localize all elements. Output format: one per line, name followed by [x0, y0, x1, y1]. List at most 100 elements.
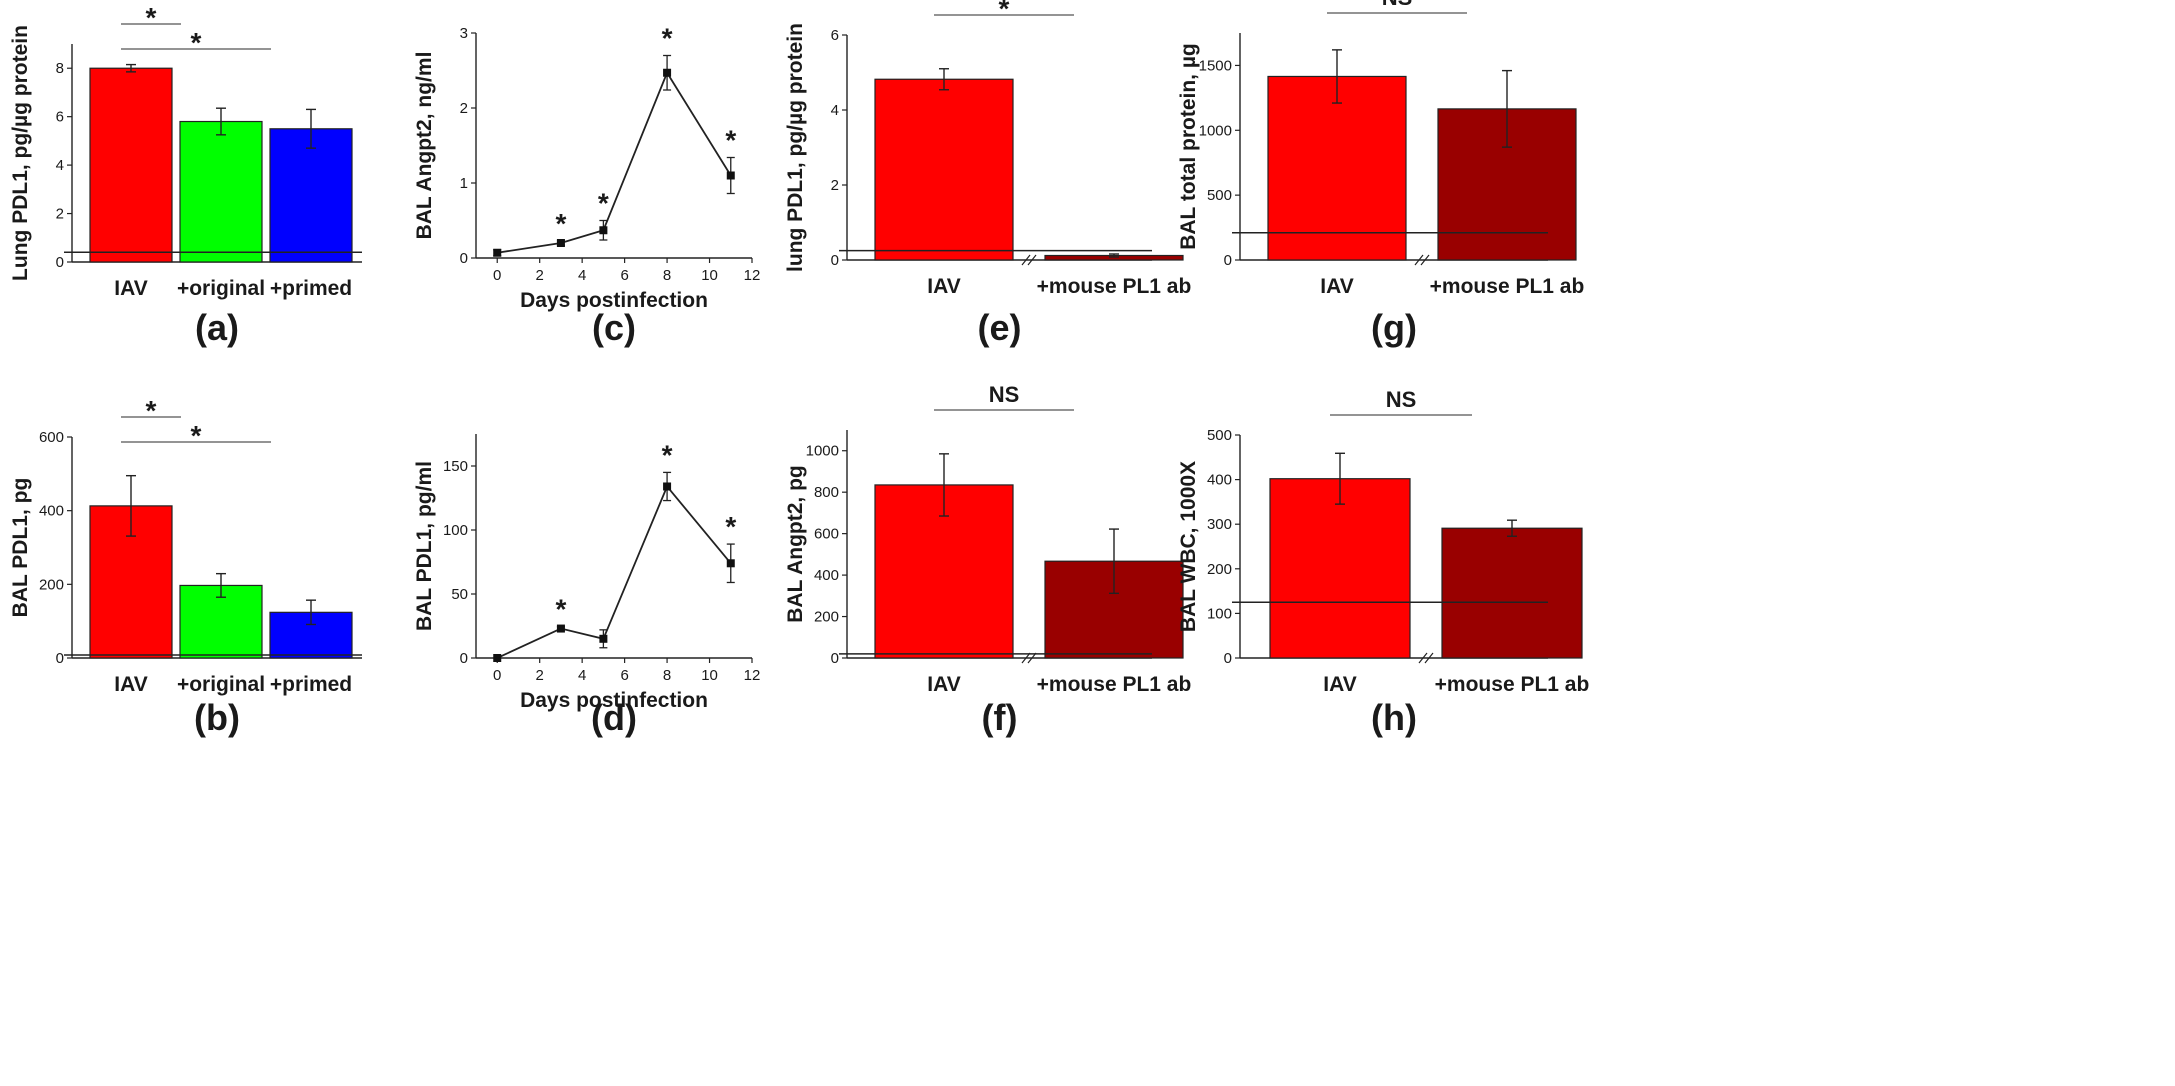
x-tick-label: 12	[744, 667, 761, 684]
category-label: IAV	[927, 673, 960, 696]
y-axis-label: BAL PDL1, pg	[9, 478, 32, 618]
panel-label: (c)	[592, 307, 636, 348]
significance-star: *	[662, 23, 673, 54]
y-tick-label: 200	[1207, 561, 1232, 578]
y-tick-label: 800	[814, 484, 839, 501]
bar-1	[1441, 527, 1583, 659]
x-tick-label: 0	[493, 267, 501, 284]
y-tick-label: 100	[443, 522, 468, 539]
axis-break-mark	[1424, 652, 1434, 664]
x-axis-label: Days postinfection	[520, 289, 708, 312]
significance-star: *	[662, 439, 673, 470]
panel-label: (a)	[195, 307, 239, 348]
panel-label: (h)	[1371, 697, 1417, 738]
panel-label: (e)	[978, 307, 1022, 348]
y-tick-label: 500	[1207, 187, 1232, 204]
y-tick-label: 300	[1207, 516, 1232, 533]
panel-e: 0 2 4 6 lung PDL1, pg/µg protein IAV +mouse PL…	[784, 0, 1191, 348]
data-point	[599, 634, 608, 643]
x-tick-label: 4	[578, 667, 586, 684]
y-tick-label: 1000	[806, 443, 839, 460]
x-tick-label: 10	[701, 667, 718, 684]
data-point	[493, 248, 502, 257]
category-label: IAV	[114, 277, 147, 300]
data-point	[493, 654, 502, 662]
axis-break-mark	[1420, 254, 1430, 266]
y-tick-label: 400	[814, 567, 839, 584]
x-tick-label: 10	[701, 267, 718, 284]
y-tick-label: 0	[56, 254, 64, 271]
y-tick-label: 100	[1207, 605, 1232, 622]
category-label: IAV	[1323, 673, 1356, 696]
category-label: IAV	[114, 673, 147, 696]
x-tick-label: 8	[663, 667, 671, 684]
data-point	[726, 171, 735, 180]
significance-label: NS	[1382, 0, 1413, 10]
category-label: +mouse PL1 ab	[1037, 673, 1192, 696]
data-point	[663, 482, 672, 491]
data-point	[556, 624, 565, 633]
y-tick-label: 0	[1224, 252, 1232, 269]
y-tick-label: 600	[814, 526, 839, 543]
category-label: +original	[177, 673, 265, 696]
y-tick-label: 2	[831, 177, 839, 194]
y-tick-label: 4	[56, 157, 64, 174]
significance-star: *	[725, 125, 736, 156]
y-tick-label: 0	[831, 252, 839, 269]
data-point	[556, 239, 565, 247]
y-tick-label: 0	[460, 650, 468, 667]
y-tick-label: 150	[443, 458, 468, 475]
x-tick-label: 12	[744, 267, 761, 284]
axis-break-mark	[1021, 254, 1031, 266]
bar-0	[1267, 75, 1407, 261]
panel-label: (f)	[982, 697, 1018, 738]
x-tick-label: 2	[536, 667, 544, 684]
category-label: +primed	[270, 277, 352, 300]
axis-break-mark	[1021, 652, 1031, 664]
y-tick-label: 2	[56, 206, 64, 223]
axis-break-mark	[1418, 652, 1428, 664]
bar-2	[269, 128, 353, 263]
axis-break-mark	[1414, 254, 1424, 266]
significance-star: *	[598, 188, 609, 219]
y-tick-label: 50	[451, 586, 468, 603]
y-tick-label: 8	[56, 60, 64, 77]
category-label: IAV	[1320, 275, 1353, 298]
y-tick-label: 600	[39, 429, 64, 446]
x-tick-label: 0	[493, 667, 501, 684]
y-axis-label: lung PDL1, pg/µg protein	[784, 23, 807, 272]
y-tick-label: 0	[460, 250, 468, 267]
significance-label: *	[146, 395, 157, 426]
x-tick-label: 6	[620, 667, 628, 684]
significance-star: *	[725, 511, 736, 542]
y-axis-label: Lung PDL1, pg/µg protein	[9, 25, 32, 281]
axis-break-mark	[1027, 652, 1037, 664]
y-tick-label: 1000	[1199, 122, 1232, 139]
x-tick-label: 6	[620, 267, 628, 284]
y-tick-label: 2	[460, 100, 468, 117]
y-tick-label: 3	[460, 25, 468, 42]
y-tick-label: 0	[1224, 650, 1232, 667]
y-axis-label: BAL total protein, µg	[1177, 43, 1200, 250]
category-label: +mouse PL1 ab	[1430, 275, 1585, 298]
y-tick-label: 0	[831, 650, 839, 667]
category-label: +mouse PL1 ab	[1435, 673, 1590, 696]
x-tick-label: 8	[663, 267, 671, 284]
panel-label: (b)	[194, 697, 240, 738]
y-tick-label: 200	[814, 609, 839, 626]
category-label: IAV	[927, 275, 960, 298]
y-axis-label: BAL Angpt2, ng/ml	[413, 52, 436, 240]
bar-0	[89, 67, 173, 263]
data-point	[663, 68, 672, 77]
data-point	[726, 559, 735, 568]
panel-label: (d)	[591, 697, 637, 738]
series-line	[496, 484, 732, 659]
significance-label: *	[191, 420, 202, 451]
significance-label: *	[999, 0, 1010, 24]
y-tick-label: 200	[39, 576, 64, 593]
bar-0	[1269, 478, 1411, 659]
significance-label: NS	[1386, 387, 1417, 412]
category-label: +primed	[270, 673, 352, 696]
